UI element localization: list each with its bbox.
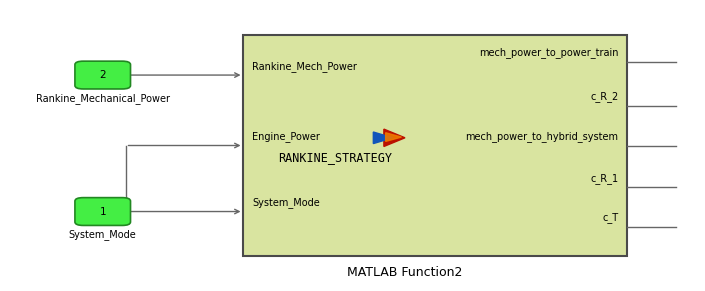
Text: mech_power_to_power_train: mech_power_to_power_train (479, 47, 618, 58)
Polygon shape (374, 132, 393, 143)
Polygon shape (384, 129, 405, 146)
Polygon shape (386, 133, 401, 141)
Text: c_R_1: c_R_1 (590, 173, 618, 184)
FancyBboxPatch shape (243, 36, 627, 255)
Text: System_Mode: System_Mode (69, 229, 137, 240)
Text: Rankine_Mech_Power: Rankine_Mech_Power (252, 61, 357, 72)
Text: 2: 2 (99, 70, 106, 80)
Text: System_Mode: System_Mode (252, 197, 319, 208)
FancyBboxPatch shape (75, 198, 130, 226)
Text: mech_power_to_hybrid_system: mech_power_to_hybrid_system (465, 131, 618, 142)
Text: 1: 1 (99, 207, 106, 217)
Text: c_R_2: c_R_2 (590, 91, 618, 102)
FancyBboxPatch shape (75, 61, 130, 89)
Text: Engine_Power: Engine_Power (252, 131, 320, 142)
Text: RANKINE_STRATEGY: RANKINE_STRATEGY (278, 151, 392, 164)
Text: Rankine_Mechanical_Power: Rankine_Mechanical_Power (36, 93, 170, 104)
Text: c_T: c_T (602, 212, 618, 223)
Text: MATLAB Function2: MATLAB Function2 (347, 266, 462, 279)
